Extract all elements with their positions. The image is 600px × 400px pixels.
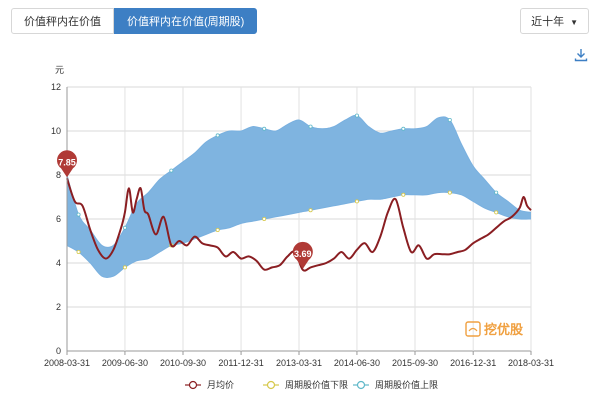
x-tick-label: 2011-12-31	[218, 358, 263, 368]
legend-item: 月均价	[185, 379, 234, 390]
y-tick-label: 6	[56, 214, 61, 224]
y-tick-label: 12	[51, 82, 61, 92]
x-tick-label: 2010-09-30	[160, 358, 206, 368]
legend-label: 月均价	[207, 379, 234, 390]
value-pin: 7.85	[56, 150, 77, 178]
upper-bound-point	[215, 133, 220, 138]
upper-bound-point	[122, 225, 127, 230]
watermark-text: 挖优股	[484, 322, 523, 338]
pin-label: 3.69	[294, 249, 312, 259]
legend-swatch-marker	[188, 380, 198, 390]
axes: 0 2 4 6 8 10 12 2008-03-31 2009-06-30 2010-09-30 2…	[44, 82, 554, 368]
legend-label: 周期股价值下限	[285, 379, 348, 390]
y-tick-label: 0	[56, 346, 61, 356]
x-tick-label: 2013-03-31	[276, 358, 322, 368]
lower-bound-point	[308, 208, 313, 213]
lower-bound-point	[447, 190, 452, 195]
tab-intrinsic-value[interactable]: 价值秤内在价值	[11, 8, 114, 34]
watermark-icon-stroke	[468, 327, 478, 332]
download-icon[interactable]	[574, 48, 588, 62]
x-tick-label: 2008-03-31	[44, 358, 90, 368]
lower-bound-point	[122, 265, 127, 270]
lower-bound-point	[494, 210, 499, 215]
pin-label: 7.85	[58, 157, 76, 167]
lower-bound-point	[354, 199, 359, 204]
legend-item: 周期股价值上限	[353, 379, 438, 390]
x-tick-label: 2018-03-31	[508, 358, 554, 368]
lower-bound-line	[66, 191, 532, 279]
value-pin: 3.69	[292, 241, 313, 269]
upper-bound-line	[66, 114, 532, 248]
upper-bound-point	[401, 126, 406, 131]
upper-bound-point	[262, 126, 267, 131]
watermark-logo: 挖优股	[465, 321, 523, 338]
value-pins: 7.85 3.69	[56, 150, 313, 269]
pin-shape	[292, 241, 313, 269]
x-tick-label: 2009-06-30	[102, 358, 148, 368]
tab-bar: 价值秤内在价值 价值秤内在价值(周期股)	[11, 8, 258, 34]
legend-item: 周期股价值下限	[263, 379, 348, 390]
lower-bound-point	[76, 249, 81, 254]
upper-bound-point	[76, 212, 81, 217]
x-tick-label: 2015-09-30	[392, 358, 438, 368]
x-tick-label: 2014-06-30	[334, 358, 380, 368]
y-tick-label: 10	[51, 126, 61, 136]
y-tick-label: 4	[56, 258, 61, 268]
upper-bound-point	[169, 168, 174, 173]
legend-swatch-marker	[356, 380, 366, 390]
y-tick-label: 8	[56, 170, 61, 180]
monthly-price-line	[66, 177, 532, 272]
upper-bound-point	[494, 190, 499, 195]
legend-swatch-marker	[266, 380, 276, 390]
lower-bound-point	[401, 192, 406, 197]
legend: 月均价 周期股价值下限 周期股价值上限	[185, 379, 438, 390]
legend-label: 周期股价值上限	[375, 379, 438, 390]
upper-bound-point	[354, 113, 359, 118]
y-axis-unit: 元	[55, 65, 64, 75]
lower-bound-point	[262, 216, 267, 221]
value-band-area	[67, 115, 531, 278]
lower-bound-point	[215, 227, 220, 232]
watermark-icon	[465, 321, 481, 337]
y-tick-label: 2	[56, 302, 61, 312]
caret-down-icon: ▼	[570, 18, 578, 27]
pin-shape	[56, 150, 77, 178]
band-markers	[76, 113, 499, 270]
upper-bound-point	[308, 124, 313, 129]
range-label: 近十年	[531, 16, 565, 28]
tab-intrinsic-value-cyclical[interactable]: 价值秤内在价值(周期股)	[114, 8, 258, 34]
upper-bound-point	[447, 118, 452, 123]
x-tick-label: 2016-12-31	[450, 358, 496, 368]
range-dropdown[interactable]: 近十年 ▼	[520, 8, 589, 34]
